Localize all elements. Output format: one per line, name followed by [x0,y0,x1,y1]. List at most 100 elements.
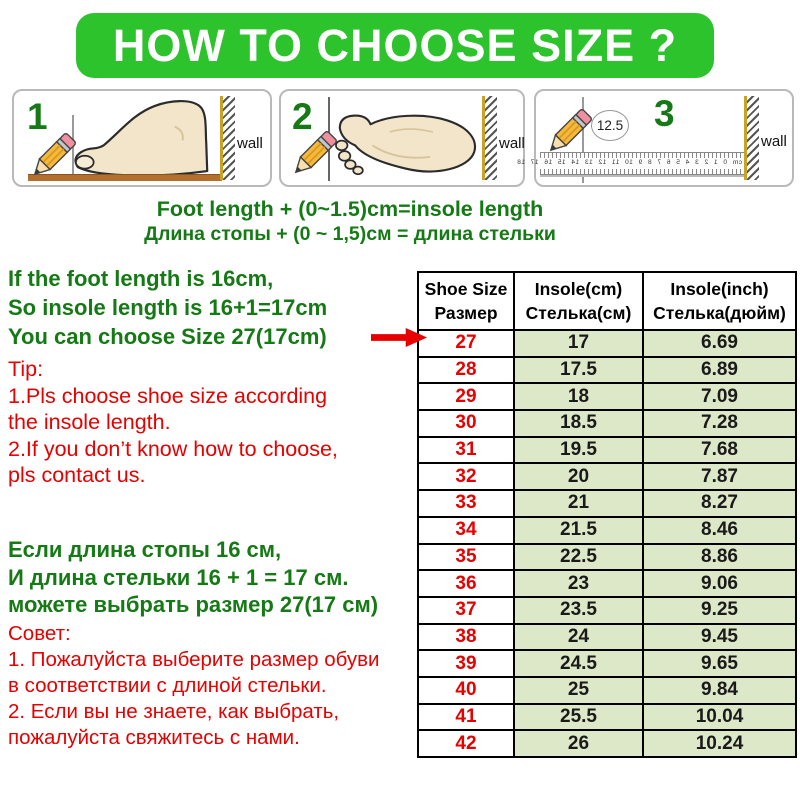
insole-inch-cell: 10.24 [642,729,797,758]
size-cell: 42 [417,729,515,758]
insole-cm-cell: 21 [513,489,644,518]
table-row: 27 17 6.69 [417,329,797,358]
pencil-icon [549,109,592,152]
size-cell: 31 [417,435,515,465]
insole-cm-cell: 21.5 [513,515,644,545]
table-row: 39 24.5 9.65 [417,649,797,678]
wall-label: wall [761,133,787,150]
size-cell: 28 [417,355,515,385]
tip-line: 2. Если вы не знаете, как выбрать, [8,700,340,723]
table-row: 28 17.5 6.89 [417,355,797,385]
step-3-panel: 3 12.5 cm 0 1 2 3 4 5 6 7 8 9 10 11 12 1… [517,89,794,187]
table-row: 30 18.5 7.28 [417,409,797,438]
table-row: 33 21 8.27 [417,489,797,518]
tip-line: 2.If you don’t know how to choose, [8,436,338,461]
tip-line: the insole length. [8,410,171,434]
table-row: 34 21.5 8.46 [417,515,797,545]
toe-measure-line [72,115,74,181]
insole-inch-cell: 7.68 [642,435,797,465]
guide-line: If the foot length is 16cm, [8,266,274,291]
header-line: Размер [434,303,498,323]
formula-en: Foot length + (0~1.5)cm=insole length [156,197,544,221]
size-cell: 40 [417,675,515,705]
measuring-steps: 1 wall 2 [0,89,800,189]
size-table-header-row: Shoe Size Размер Insole(cm) Стелька(см) … [417,271,797,331]
size-table-body: 27 17 6.69 28 17.5 6.89 29 18 7.09 30 18.5 7.28 31 19… [417,329,797,758]
table-row: 35 22.5 8.86 [417,542,797,572]
size-cell: 37 [417,595,515,625]
wall-line [220,96,223,180]
table-row: 36 23 9.06 [417,569,797,598]
step-3-number: 3 [654,93,675,134]
header-shoe-size: Shoe Size Размер [417,271,515,331]
guide-line: So insole length is 16+1=17cm [8,295,328,320]
size-cell: 35 [417,542,515,572]
foot-side-illustration [74,100,209,177]
table-row: 41 25.5 10.04 [417,702,797,732]
table-row: 29 18 7.09 [417,382,797,412]
guide-line: можете выбрать размер 27(17 см) [8,592,379,617]
header-line: Стелька(см) [525,303,632,323]
step-2-panel: 2 wall [279,89,525,187]
header-line: Стелька(дюйм) [653,303,786,323]
foot-top-illustration [335,114,477,176]
insole-inch-cell: 8.86 [642,542,797,572]
measurement-value: 12.5 [596,118,624,133]
insole-cm-cell: 26 [513,729,644,758]
guide-en-tip: Tip: 1.Pls choose shoe size according th… [8,356,338,489]
insole-cm-cell: 19.5 [513,435,644,465]
size-cell: 34 [417,515,515,545]
wall-line [744,96,747,180]
table-row: 37 23.5 9.25 [417,595,797,625]
insole-inch-cell: 6.69 [642,329,797,358]
tip-label: Tip: [8,357,44,381]
size-cell: 33 [417,489,515,518]
formula-ru: Длина стопы + (0 ~ 1,5)см = длина стельк… [144,223,556,245]
size-cell: 38 [417,622,515,652]
insole-inch-cell: 6.89 [642,355,797,385]
guide-line: Если длина стопы 16 см, [8,537,282,562]
insole-inch-cell: 8.46 [642,515,797,545]
measure-line [582,97,584,183]
title-banner: HOW TO CHOOSE SIZE ? [76,13,714,78]
size-table: Shoe Size Размер Insole(cm) Стелька(см) … [417,271,797,758]
tip-line: 1. Пожалуйста выберите размер обуви [8,648,380,671]
page-title: HOW TO CHOOSE SIZE ? [112,19,678,71]
tip-line: в соответствии с длиной стельки. [8,674,327,697]
insole-cm-cell: 17 [513,329,644,358]
ruler-shadow [540,175,744,177]
step-1-panel: 1 wall [12,89,272,187]
size-cell: 32 [417,462,515,492]
insole-inch-cell: 7.87 [642,462,797,492]
wall-hatch [747,96,759,180]
table-row: 38 24 9.45 [417,622,797,652]
header-insole-inch: Insole(inch) Стелька(дюйм) [642,271,797,331]
insole-inch-cell: 9.25 [642,595,797,625]
table-row: 32 20 7.87 [417,462,797,492]
insole-inch-cell: 10.04 [642,702,797,732]
insole-inch-cell: 7.09 [642,382,797,412]
insole-cm-cell: 17.5 [513,355,644,385]
wall-hatch [485,96,497,180]
size-cell: 39 [417,649,515,678]
ruler: cm 0 1 2 3 4 5 6 7 8 9 10 11 12 13 14 15… [517,152,744,175]
insole-cm-cell: 23 [513,569,644,598]
tip-line: pls contact us. [8,463,146,487]
tip-label: Совет: [8,622,71,645]
wall-label: wall [499,135,525,152]
guide-line: You can choose Size 27(17cm) [8,324,327,349]
table-row: 40 25 9.84 [417,675,797,705]
header-line: Insole(inch) [670,279,769,299]
step-1-number: 1 [27,96,48,137]
wall-line [482,96,485,180]
insole-inch-cell: 9.84 [642,675,797,705]
insole-inch-cell: 9.06 [642,569,797,598]
insole-inch-cell: 9.65 [642,649,797,678]
tip-line: 1.Pls choose shoe size according [8,383,328,408]
guide-ru-green: Если длина стопы 16 см, И длина стельки … [8,536,378,619]
guide-en-green: If the foot length is 16cm, So insole le… [8,264,327,351]
insole-cm-cell: 25 [513,675,644,705]
step-2-number: 2 [292,96,313,137]
wall-label: wall [237,135,263,152]
insole-inch-cell: 7.28 [642,409,797,438]
